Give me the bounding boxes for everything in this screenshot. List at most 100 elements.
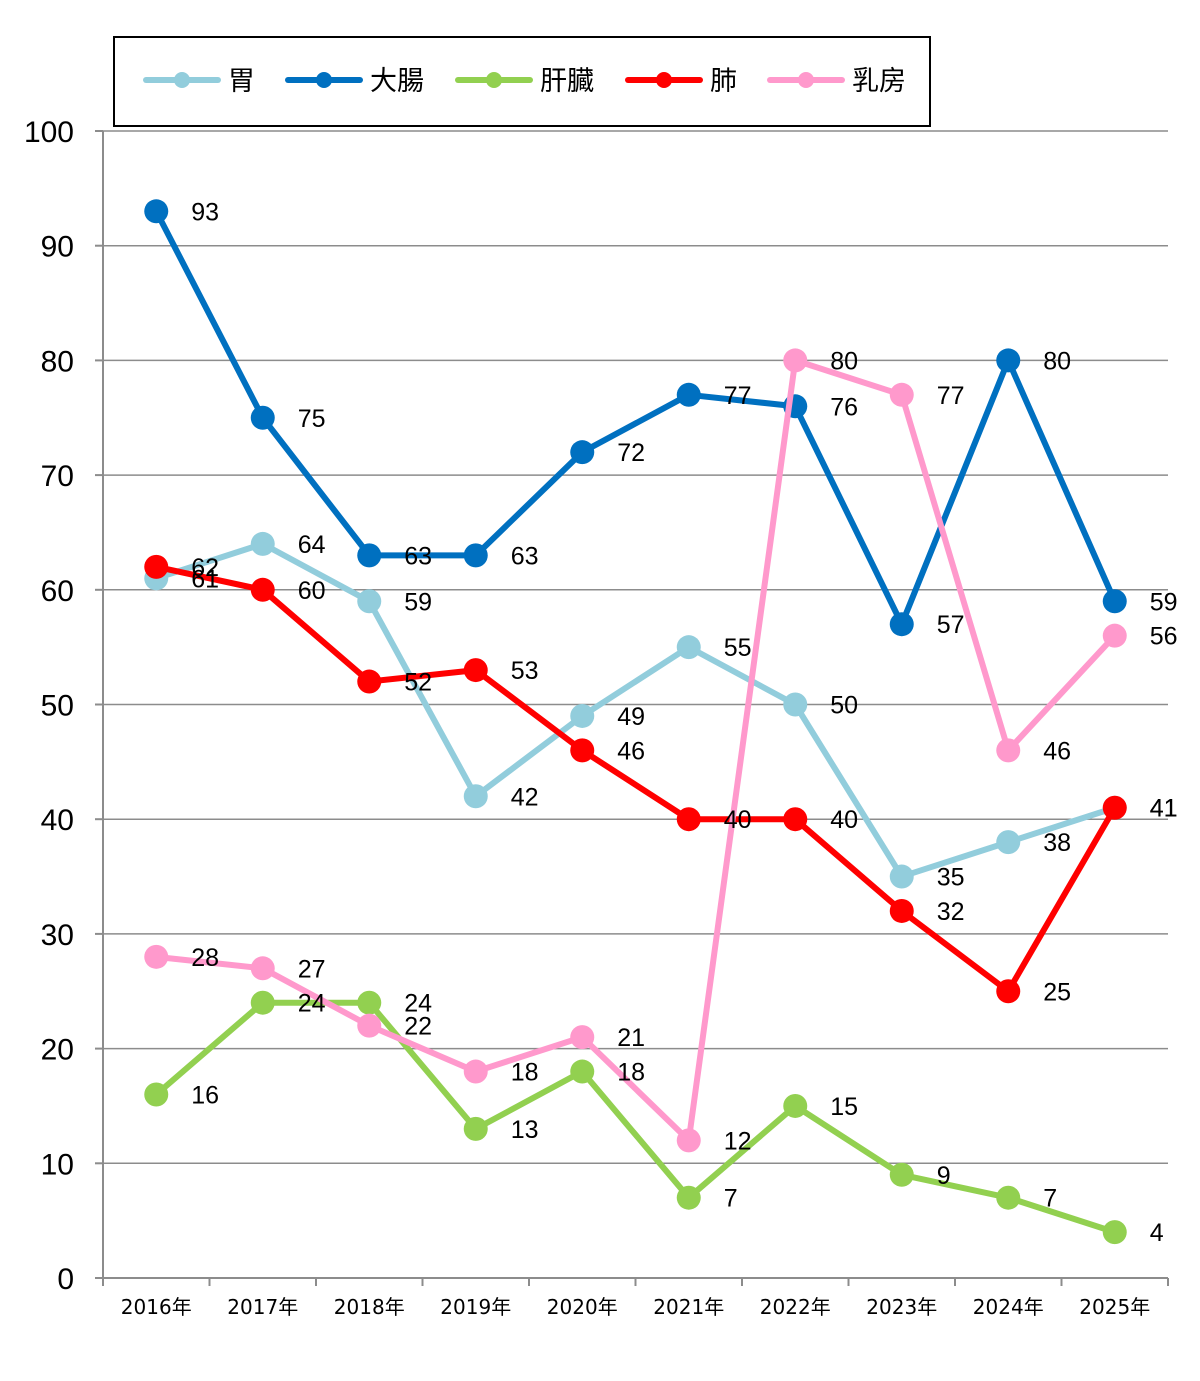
data-point <box>1102 795 1127 820</box>
data-label: 59 <box>404 588 432 616</box>
y-tick-label: 20 <box>41 1034 74 1067</box>
data-point <box>250 956 275 981</box>
data-label: 63 <box>404 542 432 570</box>
x-tick-label: 2022年 <box>760 1295 831 1319</box>
data-label: 55 <box>724 634 752 662</box>
data-point <box>570 703 595 728</box>
legend-marker <box>798 72 814 88</box>
data-point <box>570 1059 595 1084</box>
data-point <box>357 1013 382 1038</box>
data-point <box>250 577 275 602</box>
data-point <box>783 348 808 373</box>
data-point <box>144 199 169 224</box>
data-label: 7 <box>1043 1185 1057 1213</box>
series-3 <box>144 554 1127 1004</box>
legend-item: 乳房 <box>767 66 906 97</box>
data-label: 18 <box>617 1059 645 1087</box>
data-point <box>463 543 488 568</box>
data-point <box>1102 1220 1127 1245</box>
legend-item: 肺 <box>625 66 737 97</box>
data-label: 49 <box>617 703 645 731</box>
data-point <box>676 807 701 832</box>
axes <box>95 130 1169 1286</box>
data-label: 28 <box>191 944 219 972</box>
legend-item: 肝臓 <box>455 66 594 97</box>
data-point <box>570 440 595 465</box>
data-point <box>250 531 275 556</box>
data-label: 50 <box>830 692 858 720</box>
data-label: 46 <box>617 737 645 765</box>
data-label: 15 <box>830 1093 858 1121</box>
y-tick-label: 0 <box>57 1263 74 1296</box>
data-point <box>783 807 808 832</box>
data-point <box>144 944 169 969</box>
legend-label: 肝臓 <box>540 66 594 97</box>
data-label: 53 <box>511 657 539 685</box>
data-label: 60 <box>298 577 326 605</box>
data-point <box>676 1185 701 1210</box>
x-tick-label: 2019年 <box>440 1295 511 1319</box>
series-line <box>153 540 1118 880</box>
data-label: 64 <box>298 531 326 559</box>
series-line <box>153 357 1118 1144</box>
data-point <box>357 990 382 1015</box>
data-label: 52 <box>404 669 432 697</box>
series-line <box>153 208 1118 628</box>
legend-label: 乳房 <box>852 66 906 97</box>
y-tick-label: 30 <box>41 919 74 952</box>
data-point <box>250 405 275 430</box>
data-point <box>889 864 914 889</box>
data-point <box>676 1128 701 1153</box>
data-label: 24 <box>404 990 432 1018</box>
y-tick-label: 40 <box>41 804 74 837</box>
data-point <box>463 784 488 809</box>
data-point <box>996 348 1021 373</box>
data-label: 77 <box>724 382 752 410</box>
data-point <box>996 830 1021 855</box>
data-point <box>463 658 488 683</box>
x-tick-label: 2021年 <box>653 1295 724 1319</box>
data-label: 27 <box>298 955 326 983</box>
data-label: 80 <box>1043 347 1071 375</box>
data-point <box>889 1162 914 1187</box>
data-point <box>996 1185 1021 1210</box>
data-label: 22 <box>404 1013 432 1041</box>
y-tick-label: 50 <box>41 690 74 723</box>
data-label: 21 <box>617 1024 645 1052</box>
data-label: 16 <box>191 1081 219 1109</box>
data-label: 41 <box>1150 795 1178 823</box>
data-point <box>144 554 169 579</box>
x-tick-label: 2023年 <box>866 1295 937 1319</box>
data-point <box>783 692 808 717</box>
legend-item: 胃 <box>143 66 255 97</box>
y-tick-label: 10 <box>41 1148 74 1181</box>
y-tick-label: 70 <box>41 460 74 493</box>
grid <box>103 130 1168 1165</box>
x-axis-tick-labels: 2016年 2017年 2018年 2019年 2020年 2021年 2022年 2023年… <box>121 1295 1150 1319</box>
series-lines <box>144 199 1127 1245</box>
data-label: 38 <box>1043 829 1071 857</box>
data-point <box>889 382 914 407</box>
data-label: 35 <box>937 864 965 892</box>
data-label: 40 <box>724 806 752 834</box>
y-tick-label: 90 <box>41 231 74 264</box>
data-point <box>357 589 382 614</box>
data-label: 46 <box>1043 737 1071 765</box>
data-label: 75 <box>298 405 326 433</box>
legend-marker <box>316 72 332 88</box>
data-label: 59 <box>1150 588 1178 616</box>
y-tick-label: 80 <box>41 345 74 378</box>
series-line <box>153 563 1118 995</box>
data-point <box>463 1116 488 1141</box>
x-tick-label: 2017年 <box>227 1295 298 1319</box>
y-axis-tick-labels: 0 10 20 30 40 50 60 70 80 90 100 <box>24 116 74 1296</box>
data-label: 80 <box>830 347 858 375</box>
data-label: 72 <box>617 439 645 467</box>
data-label: 62 <box>191 554 219 582</box>
legend-item: 大腸 <box>285 66 424 97</box>
series-4 <box>144 348 1127 1153</box>
data-label: 18 <box>511 1059 539 1087</box>
y-tick-label: 60 <box>41 575 74 608</box>
